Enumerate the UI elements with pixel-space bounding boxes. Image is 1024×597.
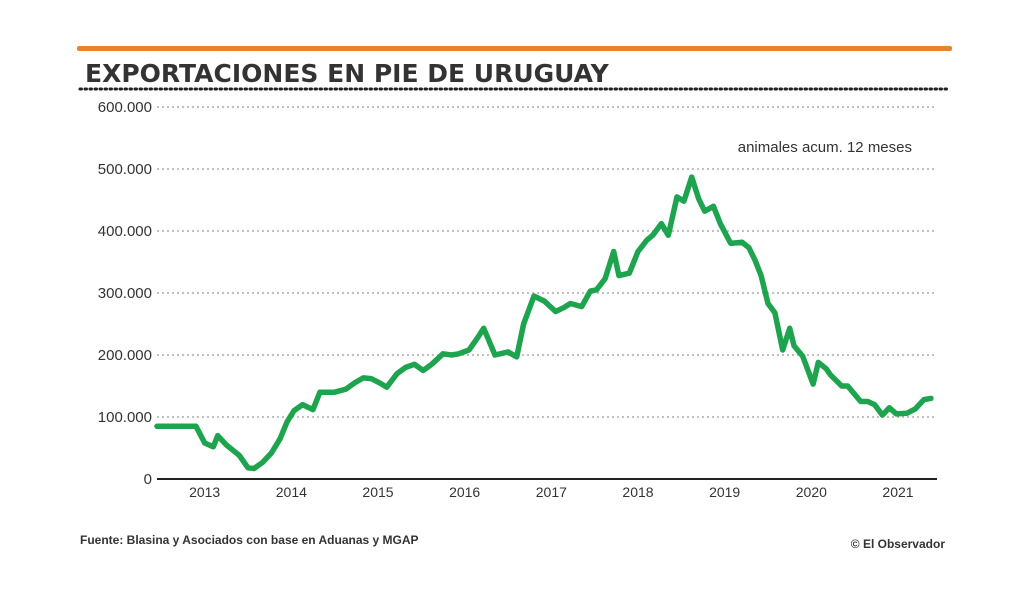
x-tick-label: 2018 [622, 484, 653, 500]
source-note: Fuente: Blasina y Asociados con base en … [80, 533, 419, 547]
y-tick-label: 500.000 [98, 161, 152, 178]
y-tick-label: 300.000 [98, 285, 152, 302]
y-tick-label: 400.000 [98, 223, 152, 240]
y-tick-label: 100.000 [98, 409, 152, 426]
y-tick-label: 0 [144, 471, 152, 488]
chart-title: EXPORTACIONES EN PIE DE URUGUAY [85, 59, 610, 88]
x-tick-label: 2014 [276, 484, 307, 500]
y-tick-label: 200.000 [98, 347, 152, 364]
x-tick-label: 2016 [449, 484, 480, 500]
chart-annotation: animales acum. 12 meses [738, 139, 912, 156]
x-axis-ticks: 2013 2014 2015 2016 2017 2018 2019 2020 2021 [189, 484, 914, 500]
y-tick-label: 600.000 [98, 99, 152, 116]
y-axis-ticks: 0 100.000 200.000 300.000 400.000 500.000 600.… [98, 99, 152, 488]
title-accent-bar [77, 46, 952, 51]
x-tick-label: 2017 [536, 484, 567, 500]
x-tick-label: 2021 [882, 484, 913, 500]
x-tick-label: 2019 [709, 484, 740, 500]
series-group [154, 174, 934, 472]
x-tick-label: 2013 [189, 484, 220, 500]
series-line [154, 174, 934, 472]
x-tick-label: 2015 [362, 484, 393, 500]
copyright-note: © El Observador [851, 537, 946, 551]
x-tick-label: 2020 [796, 484, 827, 500]
